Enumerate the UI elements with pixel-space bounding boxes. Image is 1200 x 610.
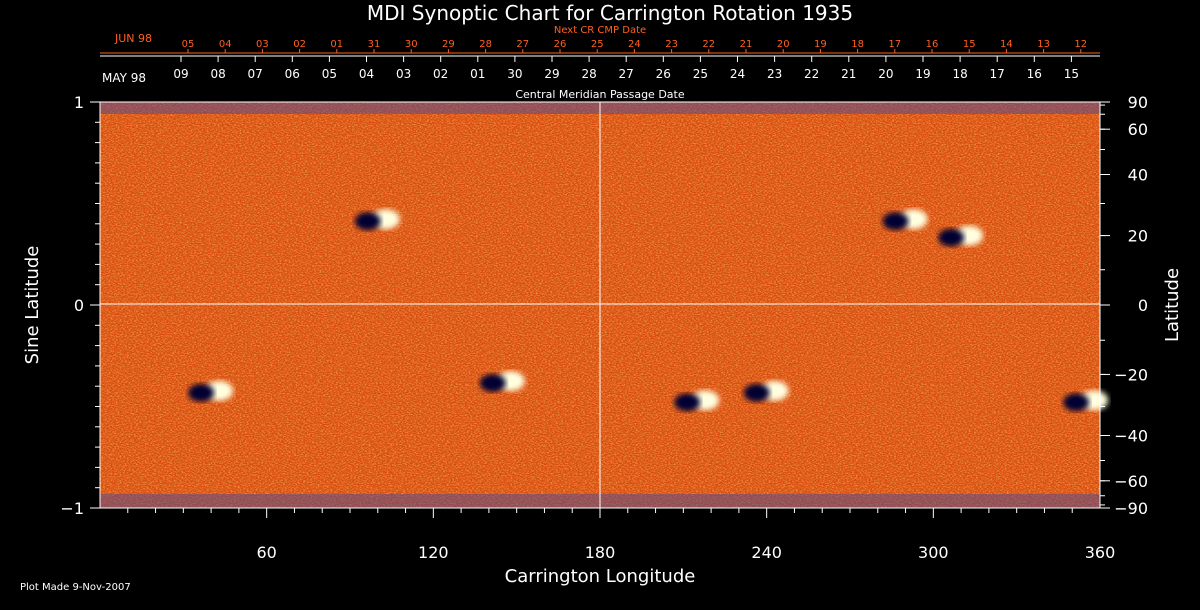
cmp-day-label: 03 — [396, 67, 411, 81]
x-tick-label: 360 — [1085, 543, 1116, 562]
negative-polarity-patch — [1063, 393, 1090, 412]
active-regions — [188, 209, 1109, 412]
cmp-day-label: 01 — [470, 67, 485, 81]
cmp-day-label: 28 — [581, 67, 596, 81]
cmp-day-label: 19 — [915, 67, 930, 81]
right-tick-label: 60 — [1128, 120, 1148, 139]
cmp-day-label: 20 — [878, 67, 893, 81]
next-day-label: 23 — [665, 39, 678, 50]
right-y-axis-label: Latitude — [1162, 268, 1183, 342]
x-tick-label: 60 — [256, 543, 276, 562]
next-day-label: 30 — [405, 39, 418, 50]
cmp-day-label: 05 — [322, 67, 337, 81]
cmp-day-label: 04 — [359, 67, 374, 81]
x-axis-label: Carrington Longitude — [505, 566, 696, 587]
next-day-label: 21 — [740, 39, 753, 50]
cmp-day-label: 07 — [248, 67, 263, 81]
next-day-label: 14 — [1000, 39, 1013, 50]
next-day-label: 20 — [777, 39, 790, 50]
cmp-axis-label: Central Meridian Passage Date — [515, 88, 684, 101]
next-cmp-label: Next CR CMP Date — [554, 25, 646, 36]
next-day-label: 02 — [293, 39, 306, 50]
x-tick-label: 300 — [918, 543, 949, 562]
cmp-day-label: 29 — [544, 67, 559, 81]
x-tick-label: 240 — [751, 543, 782, 562]
cmp-day-label: 17 — [990, 67, 1005, 81]
next-day-label: 05 — [182, 39, 195, 50]
right-y-axis-ticks: 90 60 40 20 0 −20 −40 −60 −90 — [1100, 93, 1148, 518]
next-day-label: 13 — [1037, 39, 1050, 50]
cmp-day-label: 26 — [656, 67, 671, 81]
chart-title: MDI Synoptic Chart for Carrington Rotati… — [367, 1, 853, 25]
cmp-day-label: 06 — [285, 67, 300, 81]
next-day-label: 15 — [963, 39, 976, 50]
next-day-label: 04 — [219, 39, 232, 50]
x-axis-ticks: 60 120 180 240 300 360 — [127, 508, 1116, 562]
cmp-day-label: 30 — [507, 67, 522, 81]
current-month-label: MAY 98 — [102, 71, 146, 85]
right-tick-label: −90 — [1114, 499, 1148, 518]
left-tick-label: 0 — [74, 296, 84, 315]
next-day-label: 29 — [442, 39, 455, 50]
left-tick-label: 1 — [74, 93, 84, 112]
next-day-label: 17 — [888, 39, 901, 50]
negative-polarity-patch — [479, 374, 506, 393]
negative-polarity-patch — [938, 228, 965, 247]
next-day-label: 12 — [1074, 39, 1087, 50]
left-y-axis-label: Sine Latitude — [22, 246, 43, 365]
next-day-label: 19 — [814, 39, 827, 50]
cmp-day-label: 09 — [173, 67, 188, 81]
cmp-day-label: 02 — [433, 67, 448, 81]
x-tick-label: 120 — [418, 543, 449, 562]
next-day-label: 24 — [628, 39, 641, 50]
next-day-label: 16 — [926, 39, 939, 50]
cmp-day-label: 27 — [619, 67, 634, 81]
cmp-day-label: 18 — [952, 67, 967, 81]
cmp-day-label: 22 — [804, 67, 819, 81]
right-tick-label: −60 — [1114, 472, 1148, 491]
right-tick-label: −20 — [1114, 365, 1148, 384]
cmp-day-label: 21 — [841, 67, 856, 81]
cmp-day-label: 25 — [693, 67, 708, 81]
negative-polarity-patch — [188, 383, 215, 402]
right-tick-label: 90 — [1128, 93, 1148, 112]
negative-polarity-patch — [743, 383, 770, 402]
plot-made-footer: Plot Made 9-Nov-2007 — [20, 582, 131, 593]
next-day-label: 27 — [516, 39, 529, 50]
left-y-axis-ticks: 1 0 −1 — [60, 93, 100, 518]
next-day-label: 03 — [256, 39, 269, 50]
plot-area — [99, 101, 1109, 509]
next-day-label: 31 — [368, 39, 381, 50]
right-tick-label: −40 — [1114, 426, 1148, 445]
right-tick-label: 40 — [1128, 166, 1148, 185]
cmp-day-label: 23 — [767, 67, 782, 81]
next-day-label: 22 — [702, 39, 715, 50]
next-day-label: 25 — [591, 39, 604, 50]
cmp-day-label: 08 — [210, 67, 225, 81]
x-tick-label: 180 — [585, 543, 616, 562]
cmp-day-label: 16 — [1027, 67, 1042, 81]
next-day-label: 28 — [479, 39, 492, 50]
next-day-label: 18 — [851, 39, 864, 50]
right-tick-label: 20 — [1128, 227, 1148, 246]
left-tick-label: −1 — [60, 499, 84, 518]
negative-polarity-patch — [674, 393, 701, 412]
next-cmp-days: 05 04 03 02 01 31 30 29 28 27 26 25 24 23 22 21 20 19 18 17… — [182, 39, 1087, 53]
cmp-day-label: 15 — [1064, 67, 1079, 81]
cmp-day-label: 24 — [730, 67, 745, 81]
next-day-label: 26 — [554, 39, 567, 50]
negative-polarity-patch — [354, 212, 381, 231]
current-cmp-days: 09 08 07 06 05 04 03 02 01 30 29 28 27 26 25 24 23 22 21 20… — [173, 56, 1079, 81]
negative-polarity-patch — [882, 212, 909, 231]
next-day-label: 01 — [330, 39, 343, 50]
next-month-label: JUN 98 — [114, 32, 152, 45]
right-tick-label: 0 — [1138, 296, 1148, 315]
